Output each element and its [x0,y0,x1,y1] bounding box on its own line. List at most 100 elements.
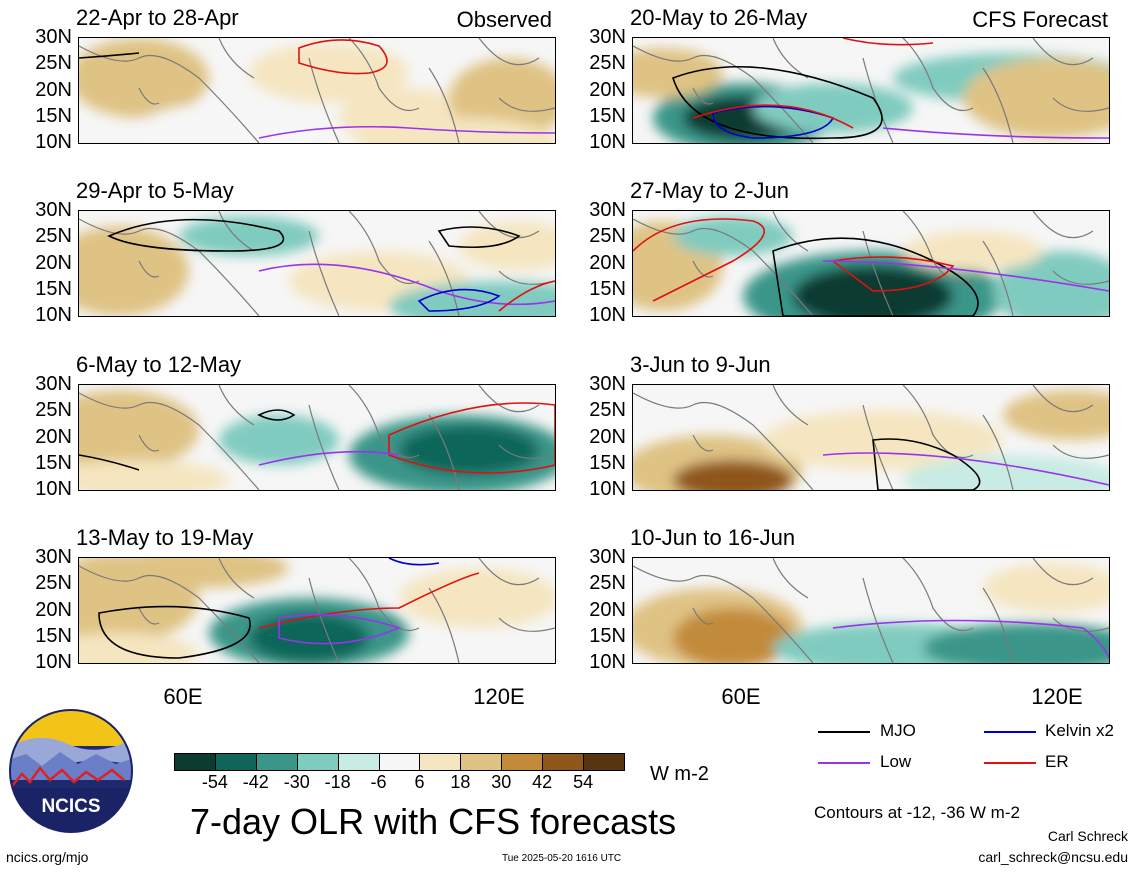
lon-label-60e-right: 60E [721,684,761,709]
lon-label-120e-right: 120E [1031,684,1083,709]
lat-label: 20N [35,78,72,101]
lat-label: 30N [35,373,72,395]
lat-label: 20N [589,78,626,101]
colorbar-swatch [501,753,544,771]
lat-label: 20N [35,598,72,621]
lat-label: 20N [589,425,626,448]
colorbar-swatch [378,753,421,771]
author-email: carl_schreck@ncsu.edu [978,849,1128,865]
lat-label: 30N [35,546,72,568]
lat-label: 20N [35,425,72,448]
panel-title-5: 6-May to 12-May [76,352,242,377]
lat-label: 15N [589,104,626,127]
lat-label: 20N [589,251,626,274]
lat-label: 30N [589,546,626,568]
lat-label: 30N [589,373,626,395]
lat-label: 15N [35,104,72,127]
colorbar-tick-label: -30 [283,772,310,792]
legend-label-kelvin: Kelvin x2 [1045,721,1114,740]
lat-label: 10N [589,651,626,673]
lat-label: 10N [35,651,72,673]
lat-label: 25N [589,572,626,595]
lat-label: 25N [35,399,72,422]
colorbar-swatch [460,753,503,771]
legend-label-er: ER [1045,752,1069,771]
panel-tag-2: CFS Forecast [972,7,1108,32]
lat-label: 25N [589,225,626,248]
lon-label-60e-left: 60E [163,684,203,709]
ncics-logo: NCICS [8,708,134,834]
lat-label: 10N [35,131,72,153]
colorbar-tick-label: 30 [491,772,512,792]
panel-title-8: 10-Jun to 16-Jun [630,525,796,550]
colorbar-swatch [174,753,216,771]
lat-label: 15N [35,277,72,300]
legend-line-kelvin [984,731,1036,733]
panel-title-6: 3-Jun to 9-Jun [630,352,771,377]
colorbar-tick-label: -6 [370,772,387,792]
legend-label-mjo: MJO [880,721,916,740]
lat-label: 25N [589,52,626,75]
lat-label: 10N [35,304,72,326]
lat-label: 10N [589,131,626,153]
logo-text: NCICS [41,796,100,817]
colorbar-tick-label: -18 [324,772,351,792]
colorbar-swatch [583,753,625,771]
main-title: 7-day OLR with CFS forecasts [190,801,677,842]
lat-label: 15N [589,451,626,474]
olr-map-2 [632,37,1110,144]
footer-url: ncics.org/mjo [6,849,89,865]
lon-label-120e-left: 120E [473,684,525,709]
legend-line-low [818,762,870,764]
legend-label-low: Low [880,752,912,771]
olr-map-3 [78,210,556,317]
lat-label: 25N [35,225,72,248]
colorbar-swatch [214,753,257,771]
lat-label: 15N [35,624,72,647]
colorbar-swatch [296,753,339,771]
lat-label: 20N [35,251,72,274]
olr-map-1 [78,37,556,144]
olr-map-8 [632,557,1110,664]
panel-title-4: 27-May to 2-Jun [630,178,789,203]
author-name: Carl Schreck [1047,828,1128,844]
colorbar-tick-label: 18 [450,772,471,792]
colorbar-tick-label: 6 [414,772,425,792]
lat-label: 10N [589,478,626,500]
lat-label: 15N [589,624,626,647]
legend-line-mjo [818,731,870,733]
lat-label: 25N [35,52,72,75]
colorbar-swatch [337,753,380,771]
olr-map-6 [632,384,1110,491]
panel-tag-1: Observed [456,7,552,32]
footer-timestamp: Tue 2025-05-20 1616 UTC [502,853,622,864]
lat-label: 10N [35,478,72,500]
lat-label: 25N [35,572,72,595]
colorbar-tick-label: -42 [242,772,269,792]
olr-map-4 [632,210,1110,317]
lat-label: 30N [35,26,72,48]
colorbar-unit: W m-2 [650,763,709,785]
olr-map-5 [78,384,556,491]
panel-title-3: 29-Apr to 5-May [76,178,234,203]
lat-label: 25N [589,399,626,422]
colorbar-tick-label: 42 [532,772,553,792]
lat-label: 15N [35,451,72,474]
colorbar-swatch [419,753,462,771]
olr-map-7 [78,557,556,664]
colorbar-swatch [255,753,298,771]
panel-title-7: 13-May to 19-May [76,525,254,550]
lat-label: 20N [589,598,626,621]
panel-title-1: 22-Apr to 28-Apr [76,5,239,30]
panel-title-2: 20-May to 26-May [630,5,808,30]
lat-label: 30N [35,199,72,221]
lat-label: 15N [589,277,626,300]
legend-line-er [984,762,1036,764]
colorbar-tick-label: 54 [573,772,594,792]
lat-label: 10N [589,304,626,326]
colorbar-tick-label: -54 [201,772,228,792]
lat-label: 30N [589,199,626,221]
colorbar-swatch [542,753,585,771]
contours-note: Contours at -12, -36 W m-2 [814,803,1020,822]
lat-label: 30N [589,26,626,48]
